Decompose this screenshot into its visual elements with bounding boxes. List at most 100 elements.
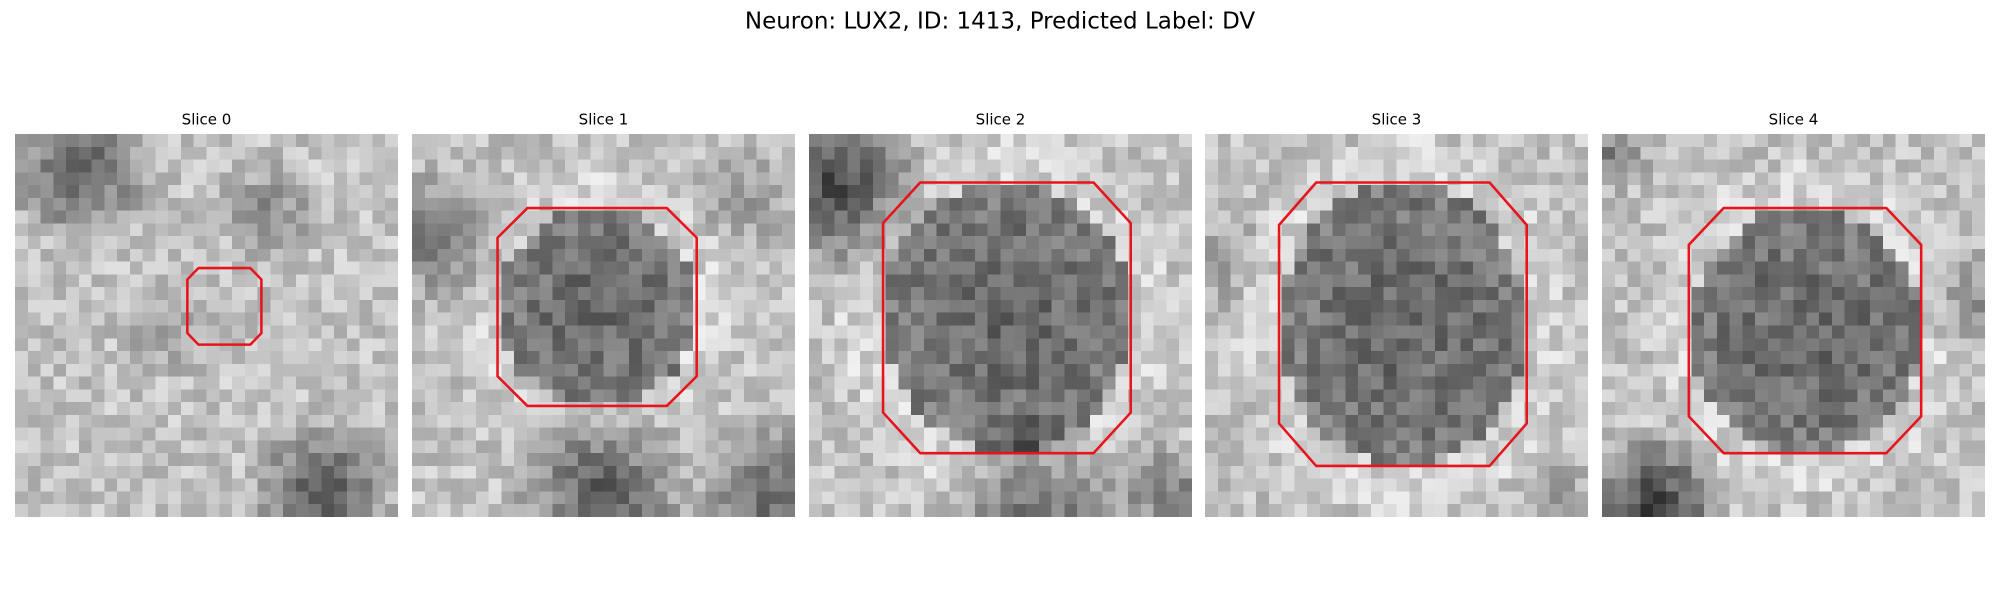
pixel [1946,146,1960,160]
pixel [705,274,719,288]
pixel [782,427,795,441]
pixel [1691,465,1705,479]
pixel [283,210,297,224]
pixel [911,440,925,454]
pixel [91,351,105,365]
pixel [1447,210,1461,224]
pixel [949,299,963,313]
pixel [847,440,861,454]
pixel [463,414,477,428]
pixel [834,223,848,237]
pixel [1627,478,1641,492]
pixel [1294,453,1308,467]
pixel [180,440,194,454]
pixel [1026,223,1040,237]
pixel [27,134,41,148]
pixel [1908,478,1922,492]
pixel [1396,363,1410,377]
pixel [1614,325,1628,339]
pixel [1755,236,1769,250]
pixel [193,185,207,199]
pixel [1704,504,1718,517]
pixel [1268,185,1282,199]
pixel [514,223,528,237]
pixel [488,312,502,326]
pixel [705,185,719,199]
pixel [270,287,284,301]
pixel [346,210,360,224]
pixel [1358,134,1372,148]
pixel [1026,134,1040,148]
pixel [1653,453,1667,467]
pixel [1653,185,1667,199]
pixel [1831,223,1845,237]
pixel [53,402,67,416]
pixel [1767,236,1781,250]
pixel [1755,172,1769,186]
pixel [1473,465,1487,479]
pixel [1383,504,1397,517]
pixel [898,312,912,326]
pixel [334,172,348,186]
pixel [692,159,706,173]
pixel [1806,427,1820,441]
pixel [1498,210,1512,224]
pixel [603,504,617,517]
pixel [936,338,950,352]
pixel [1217,261,1231,275]
pixel [424,376,438,390]
pixel [346,478,360,492]
pixel [1281,197,1295,211]
pixel [1562,185,1576,199]
pixel [1153,146,1167,160]
pixel [769,312,783,326]
pixel [718,376,732,390]
pixel [911,197,925,211]
pixel [1921,414,1935,428]
pixel [1562,465,1576,479]
pixel [936,146,950,160]
pixel [1755,363,1769,377]
pixel [1691,299,1705,313]
pixel [129,223,143,237]
pixel [1230,210,1244,224]
pixel [1602,312,1616,326]
pixel [232,210,246,224]
pixel [129,453,143,467]
pixel [898,453,912,467]
pixel [1102,248,1116,262]
pixel [1485,351,1499,365]
pixel [743,146,757,160]
pixel [219,376,233,390]
pixel [1524,159,1538,173]
pixel [104,376,118,390]
pixel [629,465,643,479]
pixel [1678,440,1692,454]
pixel [962,440,976,454]
pixel [1447,363,1461,377]
pixel [1422,134,1436,148]
pixel [1614,197,1628,211]
pixel [860,465,874,479]
pixel [1755,261,1769,275]
pixel [1115,338,1129,352]
pixel [475,185,489,199]
pixel [1026,325,1040,339]
pixel [911,338,925,352]
pixel [117,325,131,339]
pixel [1153,351,1167,365]
pixel [1013,261,1027,275]
pixel [193,236,207,250]
pixel [193,351,207,365]
pixel [270,261,284,275]
pixel [78,274,92,288]
pixel [782,299,795,313]
pixel [53,465,67,479]
pixel [949,185,963,199]
pixel [962,491,976,505]
pixel [654,440,668,454]
pixel [1089,338,1103,352]
pixel [180,210,194,224]
pixel [577,210,591,224]
pixel [565,248,579,262]
